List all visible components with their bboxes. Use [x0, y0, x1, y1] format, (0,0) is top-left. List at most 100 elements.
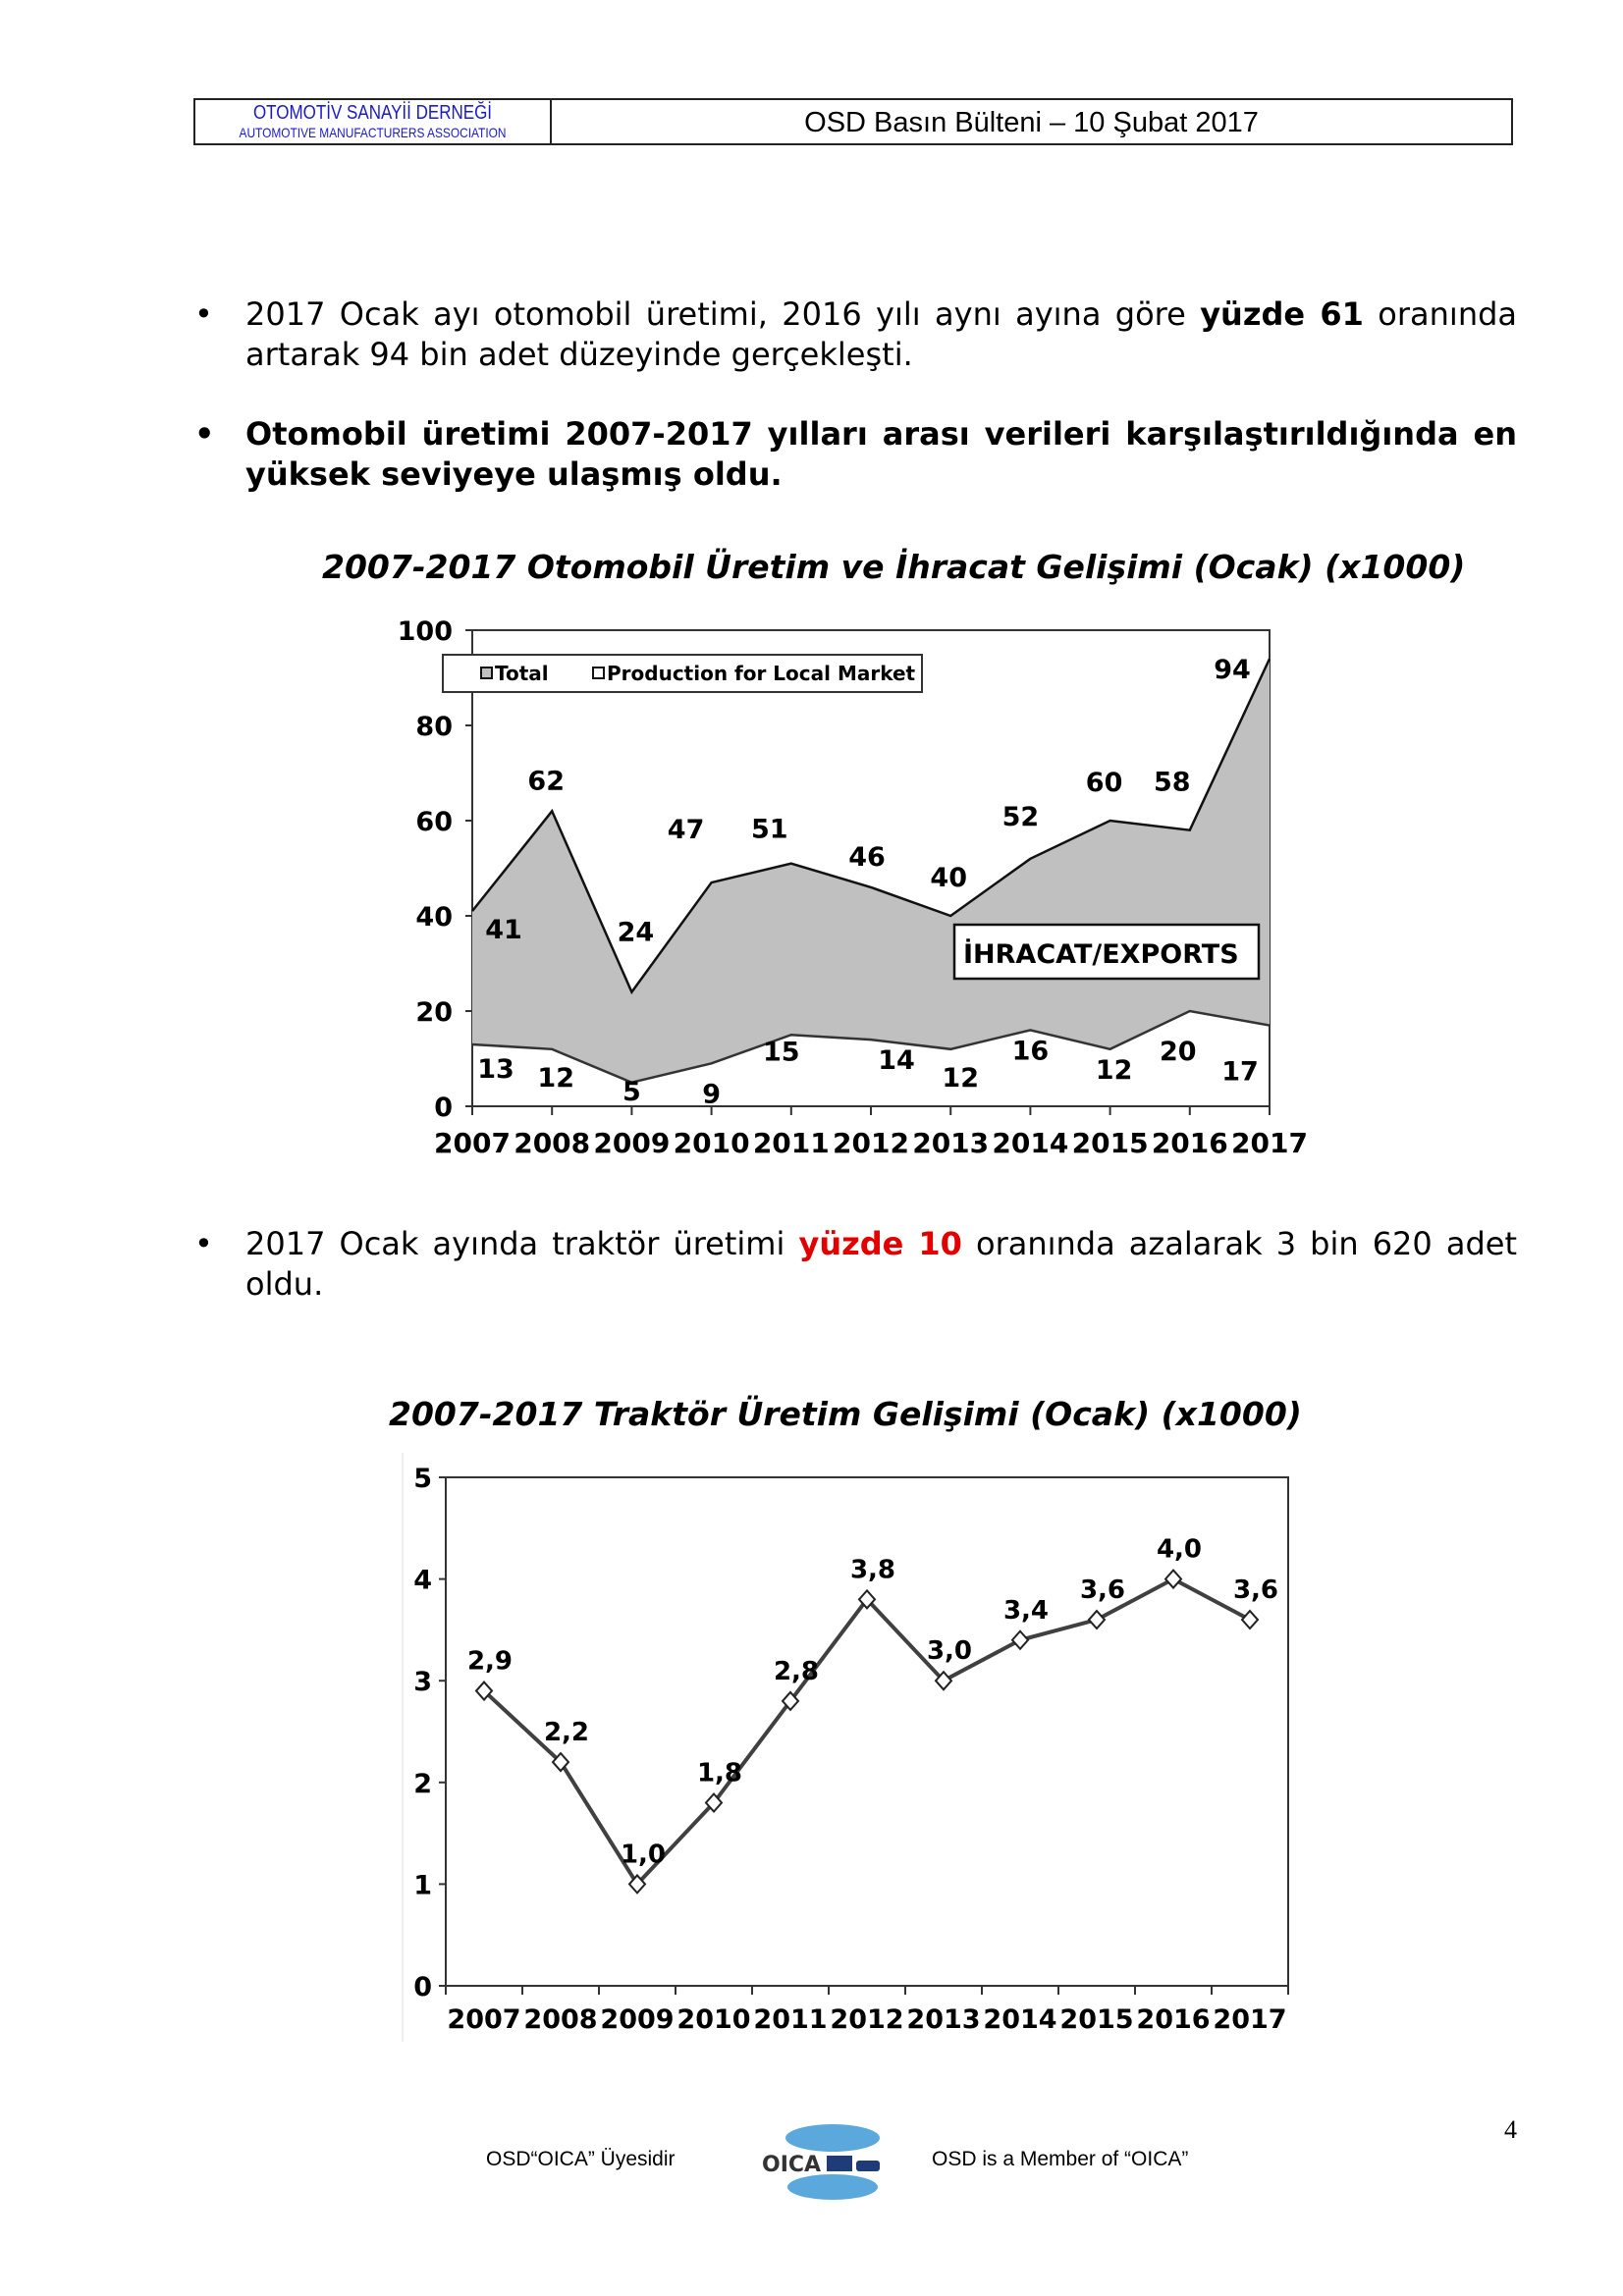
bullet-text: oranında azalarak 3 bin 620 adet oldu.	[245, 1225, 1518, 1303]
x-tick-label: 2015	[1072, 1127, 1149, 1159]
local-data-label: 15	[763, 1037, 800, 1067]
data-point-marker	[781, 1690, 800, 1712]
chart2-title: 2007-2017 Traktör Üretim Gelişimi (Ocak)…	[389, 1395, 1302, 1433]
data-point-marker	[1163, 1569, 1183, 1590]
bulletin-title: OSD Basın Bülteni – 10 Şubat 2017	[804, 107, 1259, 138]
x-tick-label: 2009	[593, 1127, 670, 1159]
total-data-label: 40	[930, 863, 967, 893]
data-point-marker	[857, 1588, 877, 1610]
bullet-text: 2017 Ocak ayı otomobil üretimi, 2016 yıl…	[245, 295, 1201, 333]
x-tick-label: 2007	[434, 1127, 511, 1159]
local-data-label: 9	[702, 1079, 721, 1109]
legend-label-local: Production for Local Market	[607, 662, 916, 685]
bullet-text: oranında artarak 94 bin adet düzeyinde g…	[245, 295, 1518, 373]
total-data-label: 94	[1214, 655, 1251, 685]
data-point-marker	[704, 1792, 724, 1814]
exports-annotation-label: İHRACAT/EXPORTS	[963, 938, 1239, 970]
bullet-text-bold: Otomobil üretimi 2007-2017 yılları arası…	[245, 415, 1517, 493]
y-tick-label: 80	[415, 712, 453, 742]
total-data-label: 62	[527, 766, 565, 796]
total-data-label: 51	[751, 815, 788, 845]
local-data-label: 14	[878, 1045, 915, 1076]
x-tick-label: 2016	[1152, 1127, 1228, 1159]
local-data-label: 12	[537, 1063, 574, 1094]
y-tick-label: 4	[413, 1566, 432, 1596]
bullet-2: • Otomobil üretimi 2007-2017 yılları ara…	[194, 414, 1517, 495]
total-data-label: 46	[848, 842, 886, 873]
org-logo-text: OTOMOTİV SANAYİİ DERNEĞİ AUTOMOTIVE MANU…	[195, 100, 552, 143]
y-tick-label: 2	[413, 1769, 432, 1799]
footer-left-text: OSD“OICA” Üyesidir	[486, 2148, 676, 2170]
bullet-dot-icon: •	[194, 415, 215, 453]
y-tick-label: 60	[415, 807, 453, 837]
footer-right-text: OSD is a Member of “OICA”	[932, 2148, 1189, 2170]
data-label: 4,0	[1157, 1535, 1202, 1565]
data-label: 2,8	[774, 1657, 819, 1686]
total-data-label: 58	[1154, 768, 1191, 798]
bullet-dot-icon: •	[194, 295, 213, 333]
bullet-text-bold: yüzde 61	[1200, 295, 1364, 333]
total-data-label: 60	[1086, 768, 1123, 798]
data-label: 3,8	[850, 1555, 895, 1584]
data-point-marker	[1087, 1609, 1107, 1630]
legend-box	[442, 654, 923, 693]
x-tick-label: 2012	[833, 1127, 909, 1159]
data-point-marker	[474, 1681, 494, 1702]
local-data-label: 12	[942, 1063, 979, 1094]
x-tick-label: 2014	[983, 2004, 1056, 2035]
local-data-label: 12	[1096, 1055, 1133, 1086]
x-tick-label: 2013	[906, 2004, 980, 2035]
y-tick-label: 1	[413, 1870, 432, 1900]
data-label: 3,4	[1003, 1596, 1049, 1626]
bullet-3: • 2017 Ocak ayında traktör üretimi yüzde…	[194, 1224, 1518, 1305]
data-label: 2,9	[467, 1647, 513, 1677]
legend-label-total: Total	[495, 662, 549, 685]
x-tick-label: 2010	[674, 1127, 750, 1159]
local-data-label: 20	[1160, 1037, 1197, 1067]
x-tick-label: 2011	[753, 1127, 830, 1159]
data-point-marker	[934, 1670, 953, 1691]
data-point-marker	[551, 1751, 570, 1773]
total-data-label: 41	[485, 915, 522, 945]
local-data-label: 16	[1012, 1036, 1050, 1066]
x-tick-label: 2014	[992, 1127, 1068, 1159]
y-tick-label: 40	[415, 902, 453, 933]
data-label: 1,8	[697, 1759, 742, 1789]
org-name-tr: OTOMOTİV SANAYİİ DERNEĞİ	[252, 102, 493, 124]
page-header: OTOMOTİV SANAYİİ DERNEĞİ AUTOMOTIVE MANU…	[193, 98, 1513, 145]
legend-swatch-total	[480, 667, 493, 679]
legend-swatch-local	[592, 667, 605, 679]
x-tick-label: 2017	[1213, 2004, 1286, 2035]
data-point-marker	[627, 1873, 647, 1895]
x-tick-label: 2011	[753, 2004, 827, 2035]
x-tick-label: 2008	[514, 1127, 590, 1159]
data-label: 2,2	[544, 1718, 589, 1747]
x-tick-label: 2010	[676, 2004, 750, 2035]
bullet-text-red: yüzde 10	[798, 1225, 962, 1262]
x-tick-label: 2016	[1136, 2004, 1210, 2035]
data-label: 3,6	[1233, 1575, 1278, 1605]
total-line	[471, 658, 1271, 995]
y-tick-label: 0	[434, 1093, 453, 1123]
plot-area	[445, 1476, 1289, 1987]
page-number: 4	[1504, 2115, 1517, 2144]
org-name-en: AUTOMOTIVE MANUFACTURERS ASSOCIATION	[239, 125, 507, 140]
y-tick-label: 5	[413, 1464, 432, 1494]
local-data-label: 13	[477, 1054, 514, 1085]
chart1-title: 2007-2017 Otomobil Üretim ve İhracat Gel…	[322, 548, 1466, 586]
local-data-label: 5	[622, 1077, 641, 1107]
y-tick-label: 20	[415, 997, 453, 1028]
local-line	[471, 1009, 1271, 1085]
bullet-text: 2017 Ocak ayında traktör üretimi	[245, 1225, 799, 1262]
svg-text:OICA: OICA	[762, 2153, 821, 2177]
x-tick-label: 2009	[600, 2004, 674, 2035]
x-tick-label: 2015	[1059, 2004, 1133, 2035]
data-point-marker	[1240, 1609, 1260, 1630]
data-point-marker	[1010, 1629, 1030, 1651]
x-tick-label: 2017	[1231, 1127, 1308, 1159]
x-tick-label: 2008	[523, 2004, 597, 2035]
y-tick-label: 3	[413, 1667, 432, 1697]
total-data-label: 47	[668, 815, 705, 845]
